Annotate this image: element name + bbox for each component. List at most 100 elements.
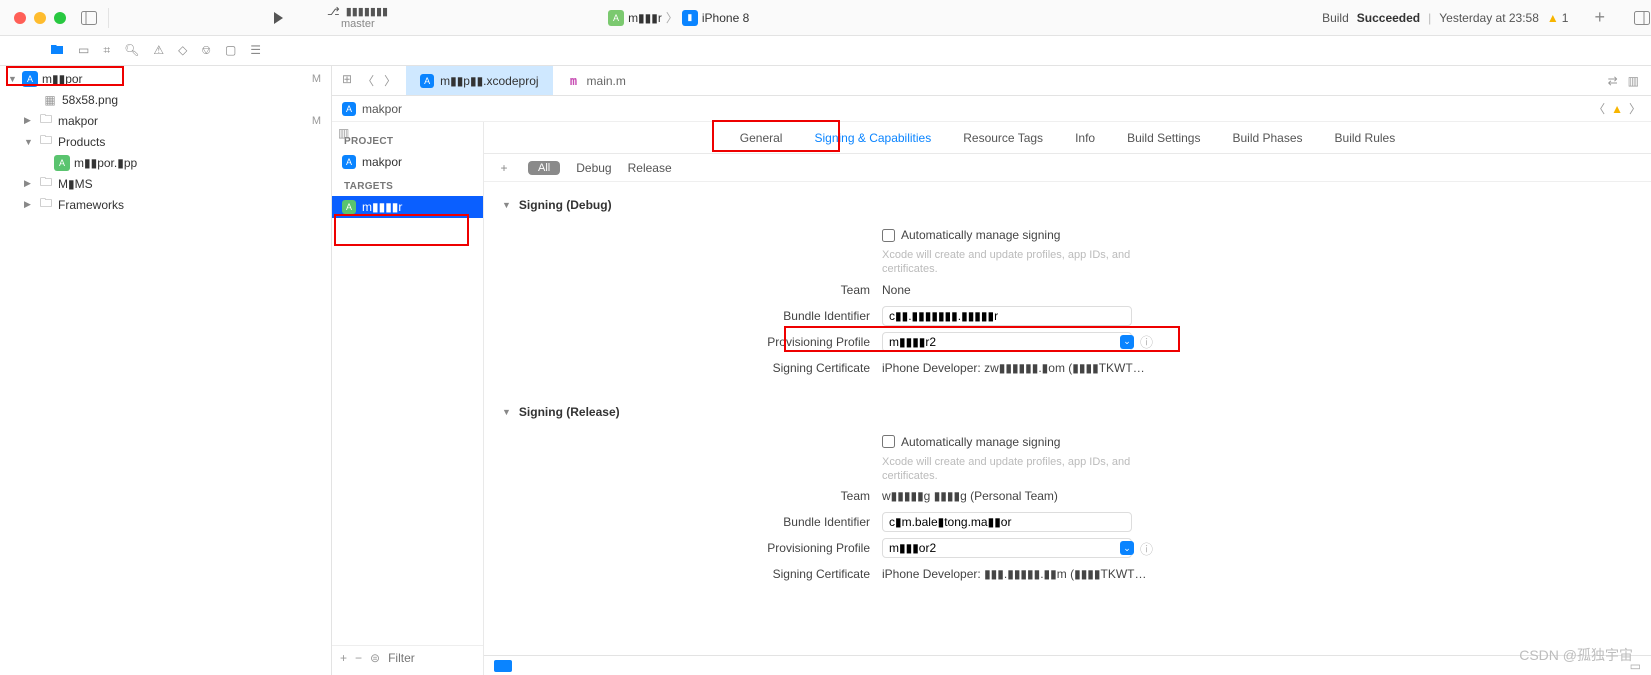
auto-manage-signing-checkbox[interactable] [882, 435, 895, 448]
tab-label: main.m [587, 74, 626, 88]
auto-manage-signing-checkbox[interactable] [882, 229, 895, 242]
device-icon: ▮ [682, 10, 698, 26]
run-button[interactable] [269, 9, 287, 27]
tree-label: Frameworks [58, 198, 331, 212]
close-window-button[interactable] [14, 12, 26, 24]
build-result: Succeeded [1357, 11, 1420, 25]
breakpoint-navigator-icon[interactable]: ▢ [225, 43, 236, 58]
section-signing-debug[interactable]: ▼ Signing (Debug) [502, 192, 1633, 222]
device-name: iPhone 8 [702, 11, 749, 25]
disclosure-triangle-icon[interactable]: ▼ [502, 407, 511, 417]
warning-icon: ▲ [1611, 102, 1623, 116]
tab-info[interactable]: Info [1073, 127, 1097, 149]
activity-status: Build Succeeded | Yesterday at 23:58 ▲ 1 [1322, 11, 1568, 25]
filter-tag-icon[interactable] [494, 660, 512, 672]
disclosure-triangle-icon[interactable]: ▼ [502, 200, 511, 210]
jump-bar: A makpor 〈 ▲ 〉 [332, 96, 1651, 122]
filter-icon: ⊜ [370, 651, 380, 665]
disclosure-triangle-icon[interactable]: ▶ [24, 178, 34, 189]
sidebar-toggle-icon[interactable] [80, 9, 98, 27]
library-button[interactable] [1633, 9, 1651, 27]
provisioning-profile-dropdown[interactable] [882, 538, 1132, 558]
chevron-right-icon[interactable]: 〉 [1629, 100, 1641, 117]
issue-navigator-icon[interactable]: ⚠︎ [153, 43, 164, 58]
project-editor: General Signing & Capabilities Resource … [484, 122, 1651, 675]
info-icon[interactable]: ⓘ [1140, 539, 1153, 558]
repo-name: ▮▮▮▮▮▮▮ [346, 5, 388, 18]
filter-all[interactable]: All [528, 161, 560, 175]
dropdown-arrow-icon[interactable]: ⌄ [1120, 541, 1134, 555]
label-cert: Signing Certificate [502, 361, 882, 375]
targets-filter-input[interactable] [388, 651, 478, 665]
outline-toggle-icon[interactable]: ▥ [338, 126, 349, 140]
project-navigator: ▼ A m▮▮por M ▦ 58x58.png ▶ 🗀 makpor M ▼ … [0, 66, 332, 675]
folder-icon: 🗀 [38, 197, 54, 213]
minimize-window-button[interactable] [34, 12, 46, 24]
folder-icon: 🗀 [38, 176, 54, 192]
scheme-selector[interactable]: A m▮▮▮r 〉 ▮ iPhone 8 [608, 9, 749, 26]
team-value[interactable]: None [882, 283, 911, 297]
report-navigator-icon[interactable]: ☰ [250, 43, 261, 58]
build-label: Build [1322, 11, 1349, 25]
find-navigator-icon[interactable]: 🔍︎ [124, 43, 139, 58]
tab-build-phases[interactable]: Build Phases [1230, 127, 1304, 149]
bundle-id-field[interactable] [882, 306, 1132, 326]
debug-area-bar: ▭ [484, 655, 1651, 675]
filter-release[interactable]: Release [628, 161, 672, 175]
xcode-project-icon: A [342, 155, 356, 169]
team-value[interactable]: w▮▮▮▮▮g ▮▮▮▮g (Personal Team) [882, 489, 1058, 503]
nav-back-icon[interactable]: 〈 [362, 72, 374, 89]
section-signing-release[interactable]: ▼ Signing (Release) [502, 399, 1633, 429]
project-section-header: PROJECT [332, 128, 483, 151]
tree-item-products[interactable]: ▼ 🗀 Products [0, 131, 331, 152]
add-target-button[interactable]: + [340, 651, 347, 665]
symbol-navigator-icon[interactable]: ⌗ [103, 43, 110, 58]
source-control-navigator-icon[interactable]: ▭ [78, 43, 89, 58]
highlight-annotation [334, 214, 469, 246]
add-editor-button[interactable]: + [1594, 7, 1605, 28]
crumb-project[interactable]: makpor [362, 102, 402, 116]
zoom-window-button[interactable] [54, 12, 66, 24]
build-time: Yesterday at 23:58 [1439, 11, 1539, 25]
targets-sidebar: ▥ PROJECT A makpor TARGETS A m▮▮▮▮r + − … [332, 122, 484, 675]
tab-label: m▮▮p▮▮.xcodeproj [440, 74, 538, 88]
tree-item-mrms[interactable]: ▶ 🗀 M▮MS [0, 173, 331, 194]
tab-build-rules[interactable]: Build Rules [1333, 127, 1398, 149]
related-items-icon[interactable]: ⊞ [342, 72, 352, 89]
test-navigator-icon[interactable]: ◇ [178, 43, 187, 58]
tree-item-image[interactable]: ▦ 58x58.png [0, 89, 331, 110]
tab-project[interactable]: A m▮▮p▮▮.xcodeproj [406, 66, 552, 95]
image-file-icon: ▦ [42, 92, 58, 108]
disclosure-triangle-icon[interactable]: ▶ [24, 199, 34, 210]
chevron-left-icon[interactable]: 〈 [1593, 100, 1605, 117]
scheme-name: m▮▮▮r [628, 11, 662, 25]
tree-item-app[interactable]: A m▮▮por.▮pp [0, 152, 331, 173]
tab-resource-tags[interactable]: Resource Tags [961, 127, 1045, 149]
tab-build-settings[interactable]: Build Settings [1125, 127, 1202, 149]
warnings-indicator[interactable]: ▲ 1 [1547, 11, 1569, 25]
watermark: CSDN @孤独宇宙 [1519, 645, 1633, 665]
tree-item-folder[interactable]: ▶ 🗀 makpor M [0, 110, 331, 131]
highlight-annotation [6, 66, 124, 86]
xcode-project-icon: A [420, 74, 434, 88]
traffic-lights [0, 12, 66, 24]
editor-options-icon[interactable]: ⇄ [1608, 74, 1618, 88]
tab-mainm[interactable]: m main.m [553, 66, 640, 95]
add-capability-button[interactable]: + [496, 161, 512, 175]
project-item[interactable]: A makpor [332, 151, 483, 173]
disclosure-triangle-icon[interactable]: ▶ [24, 115, 34, 126]
adjust-editor-icon[interactable]: ▥ [1628, 74, 1639, 88]
scm-status: M [312, 115, 321, 127]
scm-branch-indicator[interactable]: ⎇▮▮▮▮▮▮▮ master [327, 5, 388, 30]
disclosure-triangle-icon[interactable]: ▼ [24, 137, 34, 147]
window-titlebar: ⎇▮▮▮▮▮▮▮ master A m▮▮▮r 〉 ▮ iPhone 8 Bui… [0, 0, 1651, 36]
remove-target-button[interactable]: − [355, 651, 362, 665]
project-navigator-icon[interactable] [50, 43, 64, 58]
debug-navigator-icon[interactable]: ⎊ [201, 43, 211, 58]
warning-count: 1 [1562, 11, 1569, 25]
bundle-id-field[interactable] [882, 512, 1132, 532]
filter-debug[interactable]: Debug [576, 161, 611, 175]
tree-item-frameworks[interactable]: ▶ 🗀 Frameworks [0, 194, 331, 215]
section-title: Signing (Debug) [519, 198, 612, 212]
nav-forward-icon[interactable]: 〉 [384, 72, 396, 89]
